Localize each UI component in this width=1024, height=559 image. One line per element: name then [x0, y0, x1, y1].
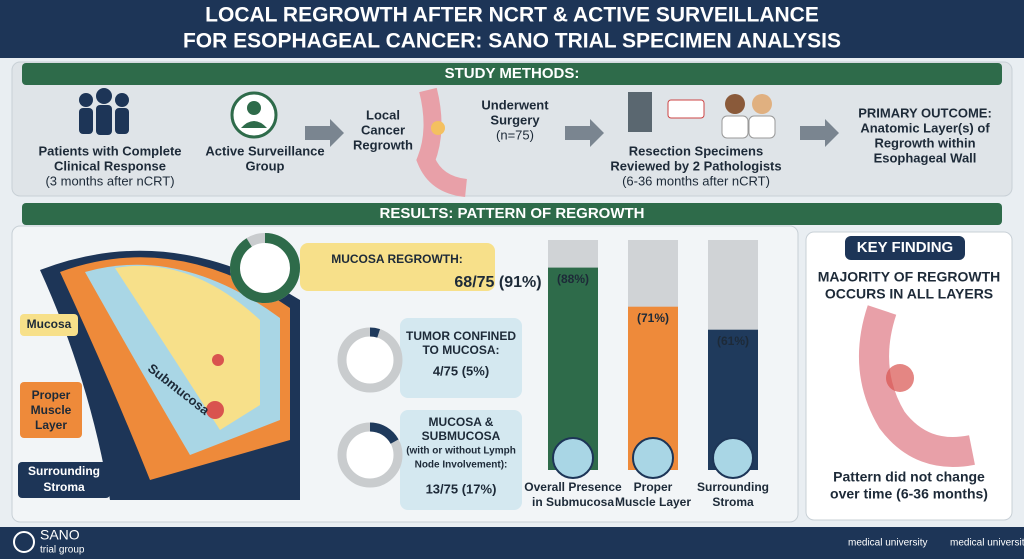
pathology-icons — [628, 92, 776, 139]
bar-category: Stroma — [712, 495, 754, 509]
footer-logo: SANO — [40, 527, 80, 543]
muscle-tag — [20, 382, 82, 438]
wall-layers — [40, 250, 300, 500]
key-finding-badge — [845, 236, 965, 260]
bar-category: in Submucosa — [532, 495, 614, 509]
donut-value: 68/75 (91%) — [454, 274, 541, 291]
bar-category: Surrounding — [697, 480, 769, 494]
key-note: over time (6-36 months) — [830, 486, 988, 502]
donut-text: SUBMUCOSA — [422, 429, 501, 443]
methods-title-bar — [22, 63, 1002, 85]
donut-arc — [230, 233, 300, 303]
layer-label: Proper — [32, 388, 71, 402]
donut-value: 4/75 (5%) — [433, 363, 489, 378]
bar-category: Overall Presence — [524, 480, 622, 494]
results-title-bar — [22, 203, 1002, 225]
donut-value: 13/75 (17%) — [426, 481, 497, 496]
step-text: (3 months after nCRT) — [45, 173, 174, 188]
regrowth-illustration — [886, 364, 914, 392]
donut-track — [337, 327, 403, 393]
layer-label: Surrounding — [28, 464, 100, 478]
bar-value-label: (88%) — [557, 272, 589, 286]
step-text: Resection Specimens — [629, 143, 763, 158]
surveillance-icon — [230, 91, 278, 139]
step-text: Patients with Complete — [38, 143, 181, 158]
donut-text: MUCOSA REGROWTH: — [331, 252, 463, 266]
bar-icon — [712, 437, 754, 479]
step-text: Anatomic Layer(s) of — [860, 120, 990, 135]
section-title: RESULTS: PATTERN OF REGROWTH — [380, 205, 645, 222]
bar-value-label: (71%) — [637, 311, 669, 325]
donut-text: TO MUCOSA: — [422, 343, 499, 357]
key-headline: MAJORITY OF REGROWTH — [818, 269, 1001, 285]
step-text: Surgery — [490, 112, 540, 127]
step-text: Esophageal Wall — [874, 150, 977, 165]
bar-icon — [632, 437, 674, 479]
patients-icon — [79, 88, 129, 135]
donut-text: (with or without Lymph — [406, 446, 516, 457]
donut-label-box — [300, 243, 495, 291]
arrows — [305, 119, 839, 147]
esophagus-illustration — [859, 305, 975, 467]
step-text: Group — [246, 158, 285, 173]
donut-text: Node Involvement): — [415, 460, 508, 471]
key-note: Pattern did not change — [833, 469, 985, 485]
footer-logo-sub: trial group — [40, 545, 85, 556]
step-text: Clinical Response — [54, 158, 166, 173]
esophagus-icon — [416, 87, 468, 197]
donut-text: MUCOSA & — [429, 415, 494, 429]
step-text: (n=75) — [496, 127, 534, 142]
step-text: Local — [366, 107, 400, 122]
step-text: PRIMARY OUTCOME: — [858, 105, 992, 120]
layer-label: Stroma — [43, 480, 85, 494]
bar — [548, 267, 598, 470]
layer-label: Mucosa — [27, 317, 72, 331]
title: LOCAL REGROWTH AFTER NCRT & ACTIVE SURVE… — [205, 4, 819, 27]
step-text: Active Surveillance — [205, 143, 324, 158]
donut-arc — [337, 422, 403, 488]
step-text: Underwent — [481, 97, 549, 112]
layer-label: Muscle — [31, 403, 72, 417]
key-headline: OCCURS IN ALL LAYERS — [825, 286, 993, 302]
footer-band — [0, 527, 1024, 559]
partner-name: medical university — [950, 538, 1024, 549]
header-band — [0, 0, 1024, 58]
step-text: (6-36 months after nCRT) — [622, 173, 770, 188]
step-text: Reviewed by 2 Pathologists — [610, 158, 781, 173]
bar-category: Muscle Layer — [615, 495, 691, 509]
logo-mark — [13, 531, 35, 553]
step-text: Cancer — [361, 122, 405, 137]
bar-value-label: (61%) — [717, 334, 749, 348]
partner-name: medical university — [848, 538, 927, 549]
step-text: Regrowth — [353, 137, 413, 152]
bar-icon — [552, 437, 594, 479]
donut-label-box — [400, 410, 522, 510]
stroma-tag — [18, 462, 110, 498]
bar-category: Proper — [634, 480, 673, 494]
layer-label: Layer — [35, 418, 67, 432]
key-title: KEY FINDING — [857, 239, 953, 256]
donut-arc — [337, 327, 403, 393]
step-text: Regrowth within — [874, 135, 975, 150]
mucosa-tag — [20, 314, 78, 336]
section-title: STUDY METHODS: — [445, 65, 580, 82]
tumor-icon — [431, 121, 445, 135]
donut-text: TUMOR CONFINED — [406, 329, 516, 343]
donut-label-box — [400, 318, 522, 398]
title: FOR ESOPHAGEAL CANCER: SANO TRIAL SPECIM… — [183, 30, 841, 53]
